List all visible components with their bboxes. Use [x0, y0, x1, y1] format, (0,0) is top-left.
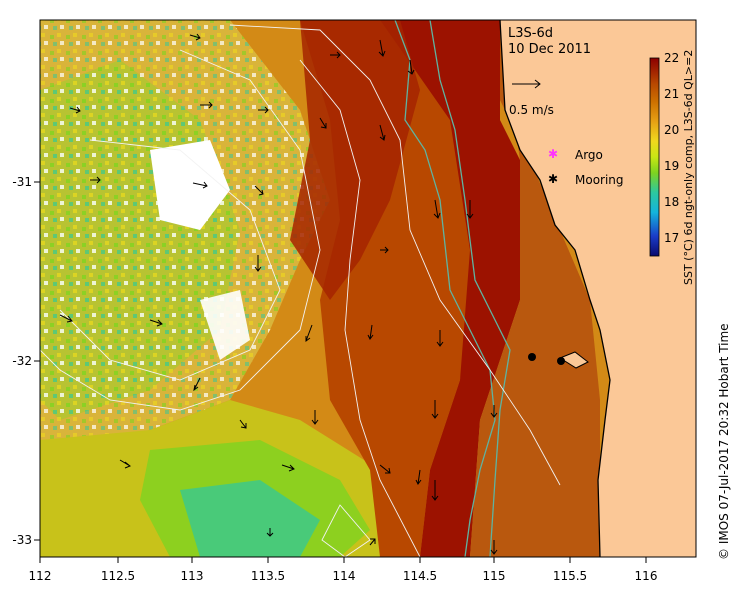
x-tick-label: 115: [483, 569, 506, 583]
colorbar: 22 21 20 19 18 17 SST (°C) 6d ngt-only c…: [649, 50, 695, 285]
legend-mooring-label: Mooring: [575, 173, 624, 187]
velocity-arrows: [59, 33, 498, 555]
mooring-marker: [528, 353, 536, 361]
mooring-marker: [557, 357, 565, 365]
x-tick-label: 114: [333, 569, 356, 583]
ssh-contour: [299, 59, 421, 557]
x-tick-label: 113: [181, 569, 204, 583]
y-tick-label: -31: [12, 175, 32, 189]
y-axis: [34, 181, 40, 541]
black-star-icon: ✱: [548, 172, 558, 186]
land: [500, 20, 696, 557]
x-tick-label: 114.5: [403, 569, 437, 583]
legend-argo-label: Argo: [575, 148, 603, 162]
x-axis: [39, 557, 647, 563]
isobath-line: [394, 20, 496, 557]
ssh-contour: [59, 139, 281, 381]
ssh-contour: [229, 24, 561, 486]
x-tick-label: 116: [635, 569, 658, 583]
magenta-star-icon: ✱: [548, 147, 558, 161]
ssh-contour: [40, 49, 321, 411]
x-tick-label: 112.5: [101, 569, 135, 583]
scale-arrow-icon: [512, 79, 541, 89]
colorbar-tick: 18: [664, 195, 679, 209]
x-tick-label: 115.5: [553, 569, 587, 583]
date-label: 10 Dec 2011: [508, 42, 591, 57]
colorbar-tick: 17: [664, 231, 679, 245]
velocity-scale: 0.5 m/s: [509, 79, 554, 117]
colorbar-tick: 22: [664, 51, 679, 65]
x-tick-label: 113.5: [251, 569, 285, 583]
coastline: [499, 20, 611, 557]
product-label: L3S-6d: [508, 26, 553, 41]
velocity-scale-label: 0.5 m/s: [509, 103, 554, 117]
ssh-contour: [321, 504, 371, 557]
credit-text: © IMOS 07-Jul-2017 20:32 Hobart Time: [717, 323, 731, 560]
sst-field: [40, 20, 696, 557]
colorbar-tick: 20: [664, 123, 679, 137]
isobath-line: [429, 20, 511, 557]
colorbar-tick: 21: [664, 87, 679, 101]
colorbar-tick: 19: [664, 159, 679, 173]
y-tick-label: -32: [12, 354, 32, 368]
colorbar-title: SST (°C) 6d ngt-only comp, L3S-6d QL>=2: [682, 50, 695, 285]
legend: ✱ Argo ✱ Mooring: [548, 147, 624, 187]
x-tick-label: 112: [29, 569, 52, 583]
y-tick-label: -33: [12, 533, 32, 547]
